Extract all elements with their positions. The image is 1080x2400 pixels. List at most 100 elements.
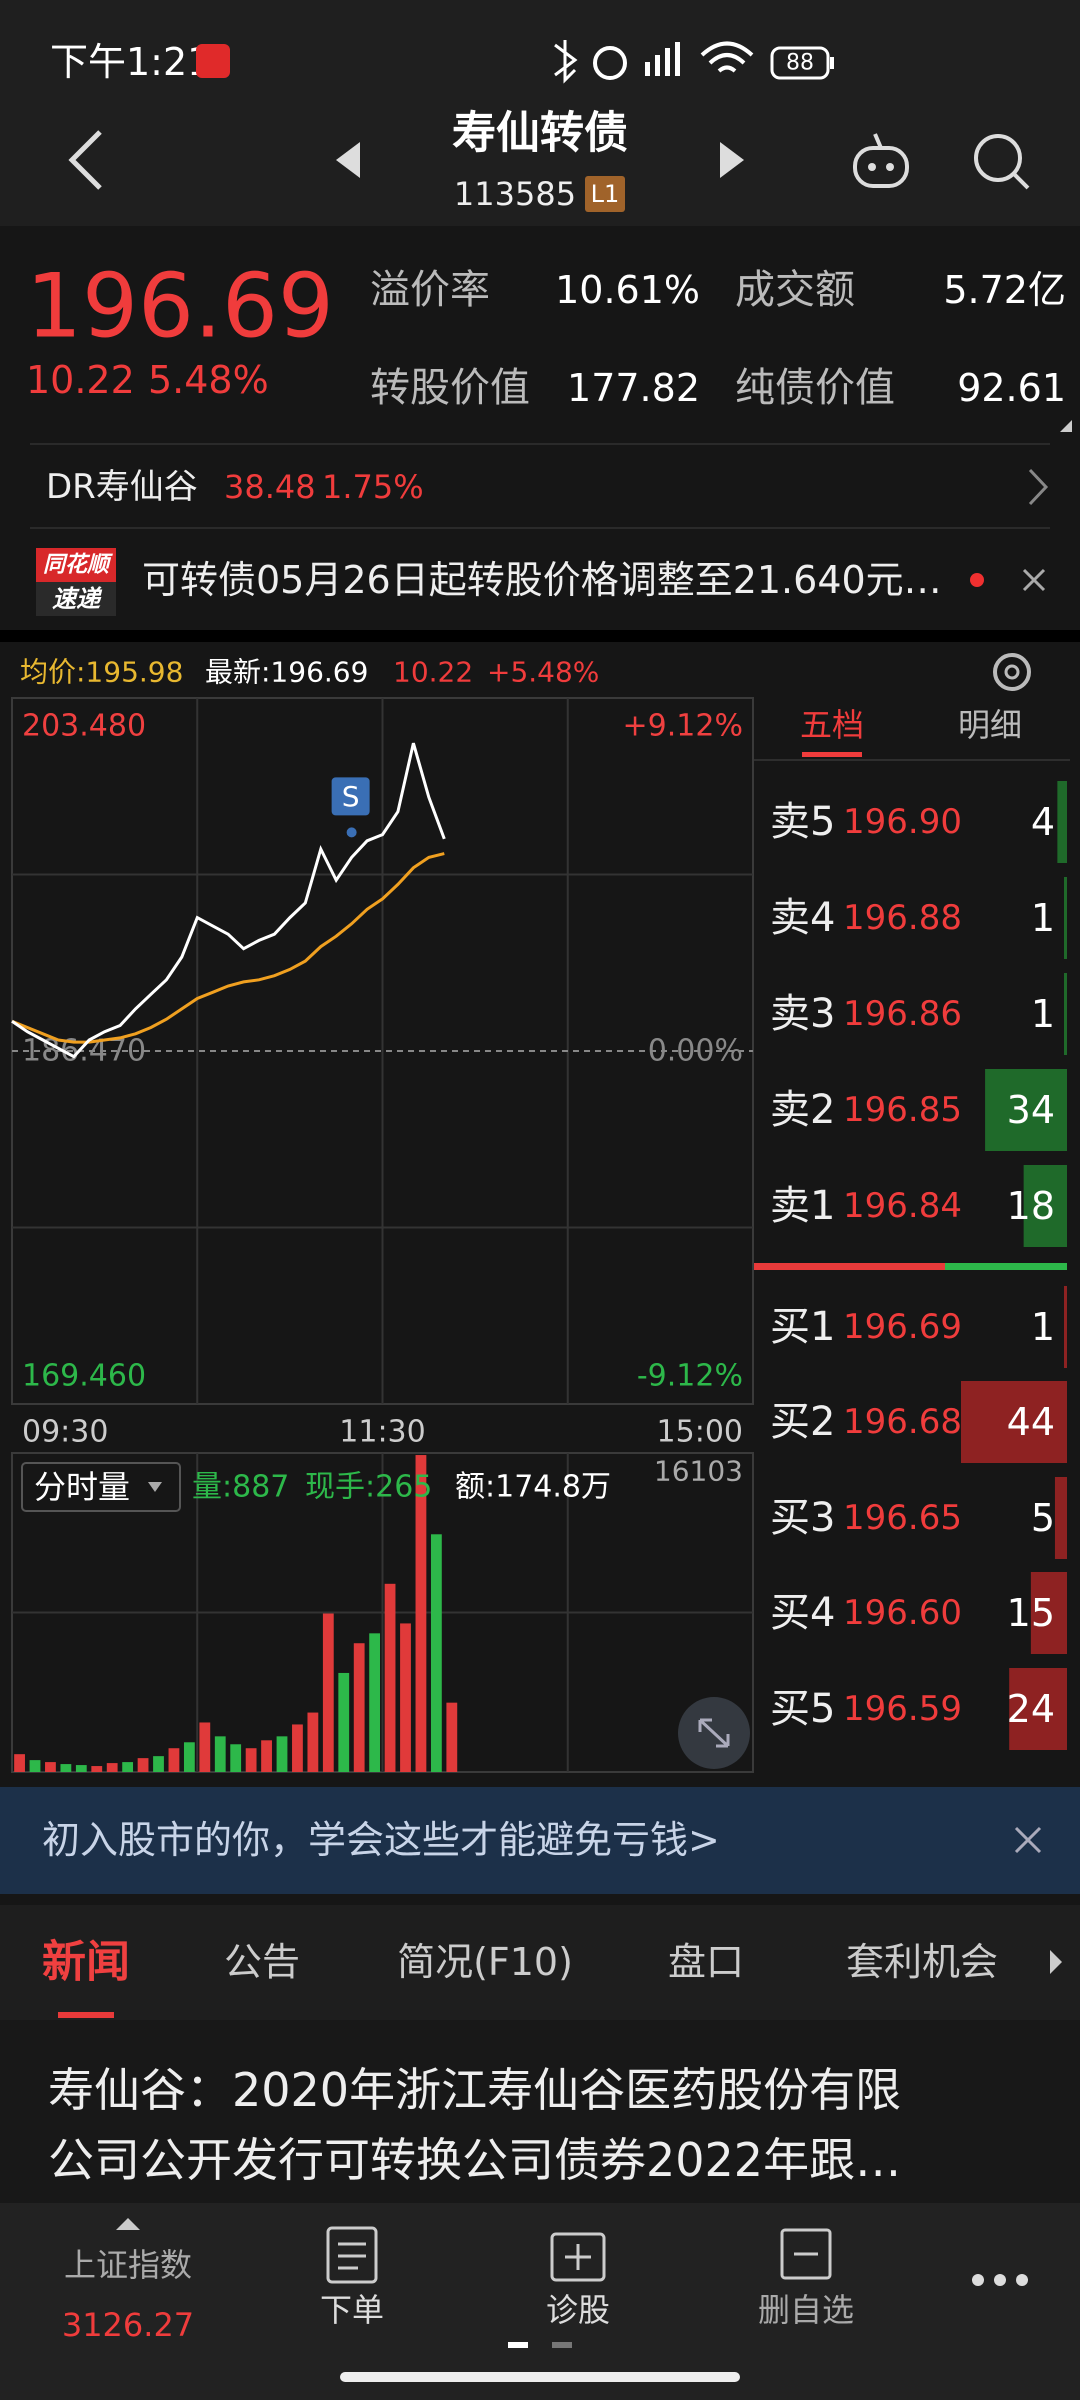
logo-bottom: 速递 — [52, 585, 103, 613]
content-tab[interactable]: 简况(F10) — [397, 1940, 573, 1984]
trade-marker-bg — [331, 777, 370, 816]
nav-item[interactable]: 删自选 — [758, 2291, 854, 2329]
news-line[interactable]: 公司公开发行可转换公司债券2022年跟… — [48, 2133, 901, 2187]
depth-bar — [985, 1069, 1067, 1151]
book-label: 买1 — [770, 1304, 835, 1350]
banner-bg[interactable] — [0, 1787, 1080, 1894]
tab-bar: 新闻 公告 简况(F10) 盘口 套利机会 — [42, 1937, 998, 1988]
volume-bar — [75, 1765, 87, 1772]
content-tab[interactable]: 公告 — [224, 1940, 300, 1984]
book-price: 196.85 — [843, 1090, 962, 1130]
volume-bar — [292, 1724, 303, 1772]
depth-bar — [1064, 877, 1067, 959]
volume-bar — [29, 1760, 41, 1772]
volume-bar — [384, 1583, 396, 1772]
wifi-icon — [700, 41, 754, 73]
avg-price: 均价:195.98 — [20, 656, 183, 689]
settings-button[interactable] — [993, 653, 1031, 691]
dropdown-caret — [148, 1482, 162, 1492]
x-tick-label: 09:30 — [22, 1415, 108, 1450]
volume-bar — [353, 1643, 365, 1772]
alarm-icon — [593, 46, 627, 80]
content-tab[interactable]: 套利机会 — [846, 1940, 998, 1984]
search-icon — [974, 134, 1022, 182]
book-volume: 5 — [1031, 1496, 1055, 1540]
nav-item[interactable]: 诊股 — [546, 2291, 610, 2329]
field-value: 92.61 — [957, 366, 1066, 410]
tabs-more[interactable] — [1050, 1950, 1062, 1974]
search-button[interactable] — [974, 134, 1030, 190]
volume-stat: 量:887 — [192, 1470, 289, 1505]
book-price: 196.88 — [843, 898, 962, 938]
next-button[interactable] — [720, 142, 744, 178]
level-badge-bg — [585, 176, 625, 212]
index-expand[interactable] — [116, 2218, 140, 2230]
stock-row[interactable]: DR寿仙谷 38.48 1.75% — [46, 467, 1049, 507]
gear-core — [1004, 664, 1020, 680]
robot-button[interactable] — [853, 133, 909, 188]
depth-bar — [1023, 1165, 1067, 1247]
selector-box[interactable] — [21, 1462, 181, 1512]
chart-bg — [0, 642, 1080, 1787]
close-banner[interactable] — [1014, 1826, 1042, 1854]
prev-button[interactable] — [336, 142, 360, 178]
field-label: 成交额 — [735, 267, 855, 313]
depth-bar — [1030, 1572, 1067, 1654]
volume-bar — [45, 1762, 56, 1772]
more-dot — [1016, 2274, 1028, 2286]
book-volume: 1 — [1031, 992, 1055, 1036]
volume-bar — [137, 1758, 149, 1772]
depth-bar — [1009, 1668, 1067, 1750]
close-ticker[interactable] — [1022, 568, 1046, 592]
active-tab-underline — [802, 752, 862, 757]
more-button[interactable] — [972, 2274, 1028, 2286]
depth-bar — [961, 1381, 1067, 1463]
content-tab[interactable]: 新闻 — [42, 1937, 130, 1988]
last-price: 196.69 — [26, 255, 334, 358]
field-value: 5.72亿 — [943, 268, 1066, 312]
banner-text[interactable]: 初入股市的你，学会这些才能避免亏钱> — [42, 1818, 720, 1862]
latest-price: 最新:196.69 — [205, 656, 368, 689]
book-tab[interactable]: 明细 — [958, 706, 1022, 744]
index-name[interactable]: 上证指数 — [64, 2246, 192, 2284]
book-price: 196.86 — [843, 994, 962, 1034]
diagnose-plus — [565, 2244, 591, 2270]
nav-item[interactable]: 下单 — [320, 2291, 384, 2329]
news-line[interactable]: 寿仙谷：2020年浙江寿仙谷医药股份有限 — [48, 2063, 901, 2117]
book-label: 卖5 — [770, 799, 835, 845]
volume-bar — [168, 1748, 180, 1772]
battery-level: 88 — [786, 51, 814, 76]
pct-label: 0.00% — [648, 1034, 743, 1069]
price-change-pct: 5.48% — [148, 358, 269, 402]
notification-icon — [196, 44, 230, 78]
news-bg — [0, 2020, 1080, 2203]
security-title: 寿仙转债 — [452, 108, 628, 159]
book-tab[interactable]: 五档 — [800, 706, 864, 744]
book-split-green — [945, 1263, 1067, 1270]
chart-change: 10.22 — [393, 656, 473, 689]
search-handle — [1012, 172, 1030, 190]
robot-antenna — [873, 133, 883, 149]
book-volume: 15 — [1007, 1591, 1055, 1635]
battery-tip — [830, 57, 834, 69]
security-code: 113585 — [454, 175, 576, 213]
volume-bar — [338, 1672, 350, 1772]
signal-icon — [665, 48, 670, 76]
quote-bg — [0, 226, 1080, 630]
logo-top-bg — [36, 548, 116, 582]
stock-name: DR寿仙谷 — [46, 467, 198, 507]
volume-bar — [91, 1766, 103, 1772]
volume-bar — [415, 1455, 427, 1772]
volume-selector[interactable]: 分时量 — [34, 1468, 130, 1506]
content-tab[interactable]: 盘口 — [668, 1940, 744, 1984]
book-volume: 18 — [1007, 1184, 1055, 1228]
ticker-text[interactable]: 可转债05月26日起转股价格调整至21.640元… — [142, 558, 942, 602]
signal-icon — [645, 62, 650, 76]
volume-bar — [400, 1623, 411, 1772]
level-badge: L1 — [591, 180, 620, 208]
x-tick-label: 15:00 — [657, 1415, 743, 1450]
page-dot — [508, 2342, 528, 2348]
back-button[interactable] — [68, 130, 102, 190]
